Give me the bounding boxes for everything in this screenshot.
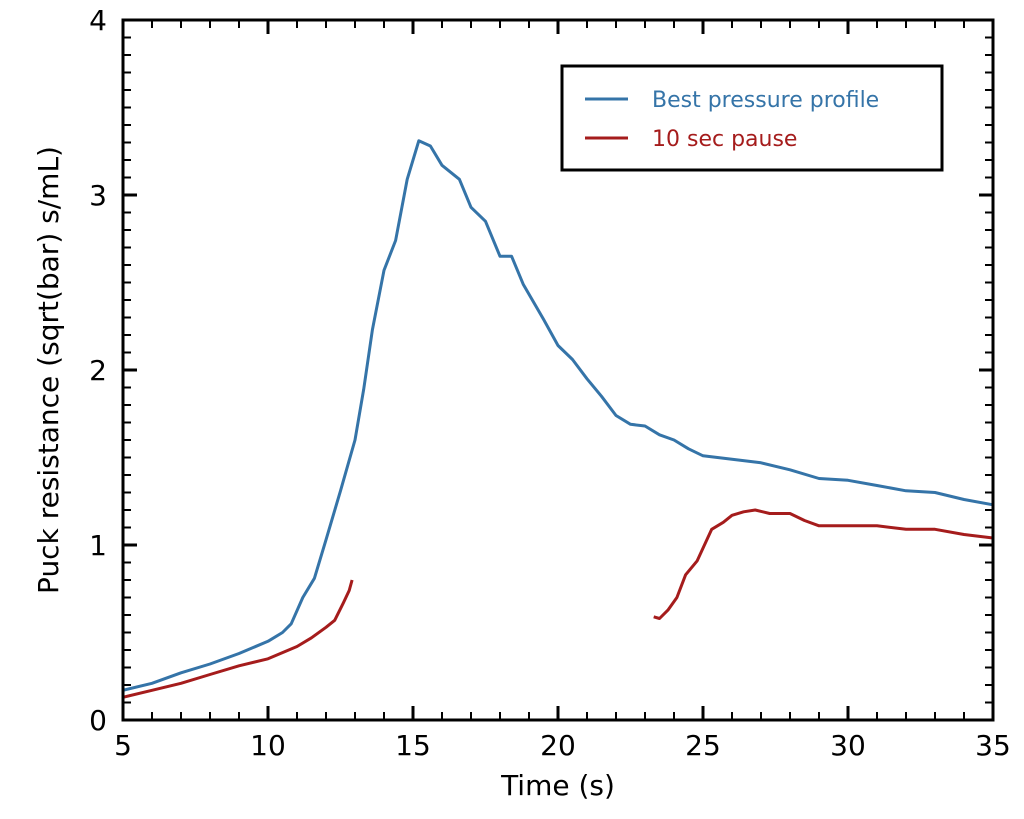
- x-tick-labels: 5 10 15 20 25 30 35: [114, 729, 1011, 762]
- series-line-best-pressure-profile: [122, 139, 994, 692]
- x-tick-label: 10: [250, 729, 286, 762]
- y-axis-label: Puck resistance (sqrt(bar) s/mL): [32, 146, 65, 594]
- x-tick-label: 30: [830, 729, 866, 762]
- y-tick-labels: 0 1 2 3 4: [89, 4, 107, 737]
- series-layer: [122, 139, 994, 699]
- series-line-10-sec-pause: [122, 579, 354, 699]
- series-line-10-sec-pause: [653, 508, 994, 620]
- legend-label-best-pressure-profile: Best pressure profile: [652, 88, 879, 113]
- legend-label-10-sec-pause: 10 sec pause: [652, 127, 797, 152]
- legend-box: [560, 64, 944, 172]
- x-tick-label: 25: [685, 729, 721, 762]
- y-tick-label: 1: [89, 529, 107, 562]
- y-tick-label: 4: [89, 4, 107, 37]
- y-tick-label: 2: [89, 354, 107, 387]
- y-tick-label: 3: [89, 179, 107, 212]
- x-tick-label: 35: [975, 729, 1011, 762]
- x-tick-label: 20: [540, 729, 576, 762]
- plot-frame: [121, 18, 995, 722]
- y-tick-label: 0: [89, 704, 107, 737]
- legend: Best pressure profile 10 sec pause: [560, 64, 944, 172]
- x-axis-label: Time (s): [500, 769, 615, 802]
- x-tick-label: 15: [395, 729, 431, 762]
- x-tick-label: 5: [114, 729, 132, 762]
